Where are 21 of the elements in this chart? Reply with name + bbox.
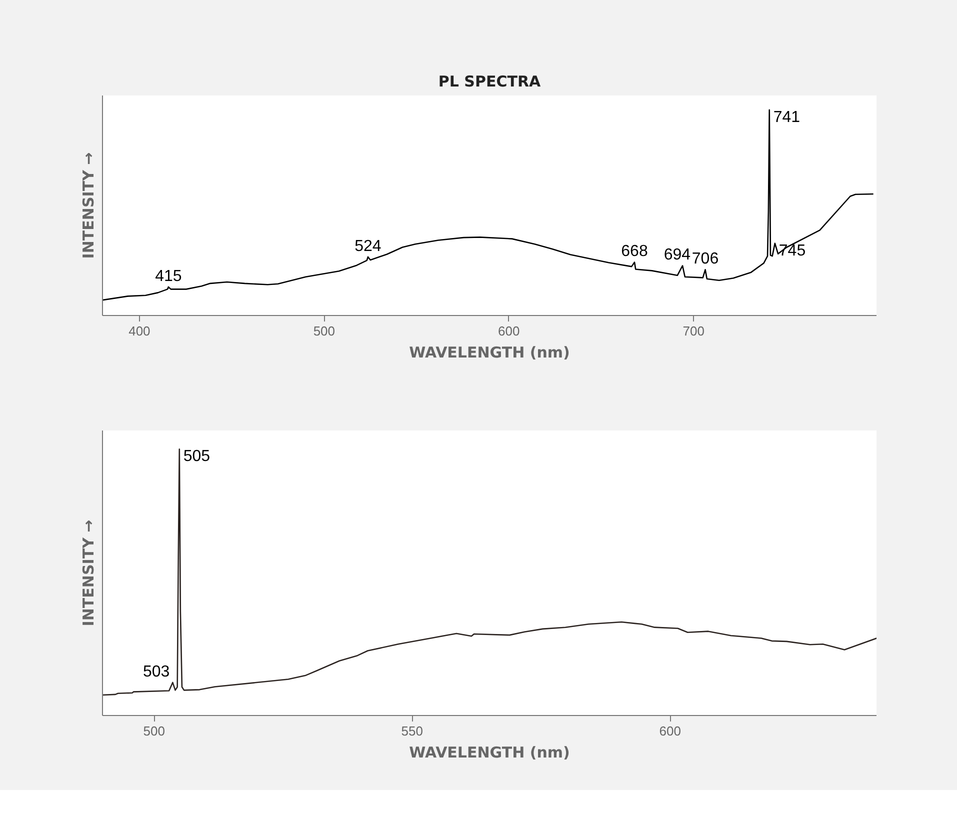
annotation: 668	[621, 243, 648, 260]
x-tick-label: 700	[682, 324, 704, 338]
x-tick-label: 500	[313, 324, 336, 338]
annotation: 741	[773, 108, 800, 126]
y-axis-title: INTENSITY →	[80, 520, 98, 626]
y-axis-title: INTENSITY →	[80, 152, 98, 259]
annotation: 415	[155, 268, 182, 285]
x-tick-label: 400	[128, 324, 150, 338]
x-tick-label: 600	[498, 324, 520, 338]
x-tick-label: 600	[659, 724, 681, 738]
chart-title: PL SPECTRA	[438, 72, 541, 90]
annotation: 706	[692, 250, 719, 268]
annotation: 503	[142, 663, 170, 680]
x-tick-label: 500	[143, 724, 165, 738]
annotation: 505	[183, 448, 210, 466]
annotation: 745	[778, 242, 806, 260]
x-tick-label: 550	[401, 724, 423, 738]
annotation: 524	[354, 238, 382, 255]
x-axis-title: WAVELENGTH (nm)	[409, 344, 570, 362]
annotation: 694	[664, 246, 691, 264]
x-axis-title: WAVELENGTH (nm)	[409, 744, 570, 762]
